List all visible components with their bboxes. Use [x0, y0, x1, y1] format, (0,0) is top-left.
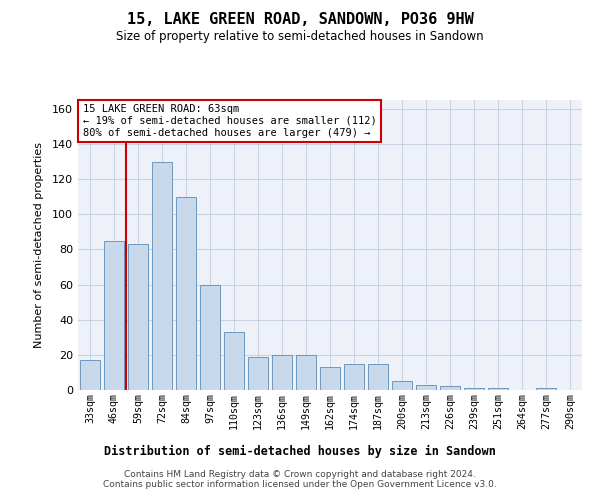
Bar	[272, 355, 292, 390]
Bar	[176, 196, 196, 390]
Bar	[488, 388, 508, 390]
Bar	[320, 367, 340, 390]
Bar	[464, 388, 484, 390]
Text: Distribution of semi-detached houses by size in Sandown: Distribution of semi-detached houses by …	[104, 445, 496, 458]
Text: 15, LAKE GREEN ROAD, SANDOWN, PO36 9HW: 15, LAKE GREEN ROAD, SANDOWN, PO36 9HW	[127, 12, 473, 28]
Text: 15 LAKE GREEN ROAD: 63sqm
← 19% of semi-detached houses are smaller (112)
80% of: 15 LAKE GREEN ROAD: 63sqm ← 19% of semi-…	[83, 104, 377, 138]
Bar	[80, 360, 100, 390]
Bar	[224, 332, 244, 390]
Y-axis label: Number of semi-detached properties: Number of semi-detached properties	[34, 142, 44, 348]
Text: Contains HM Land Registry data © Crown copyright and database right 2024.
Contai: Contains HM Land Registry data © Crown c…	[103, 470, 497, 489]
Bar	[296, 355, 316, 390]
Text: Size of property relative to semi-detached houses in Sandown: Size of property relative to semi-detach…	[116, 30, 484, 43]
Bar	[536, 388, 556, 390]
Bar	[416, 384, 436, 390]
Bar	[368, 364, 388, 390]
Bar	[152, 162, 172, 390]
Bar	[104, 240, 124, 390]
Bar	[128, 244, 148, 390]
Bar	[344, 364, 364, 390]
Bar	[248, 356, 268, 390]
Bar	[392, 381, 412, 390]
Bar	[440, 386, 460, 390]
Bar	[200, 284, 220, 390]
